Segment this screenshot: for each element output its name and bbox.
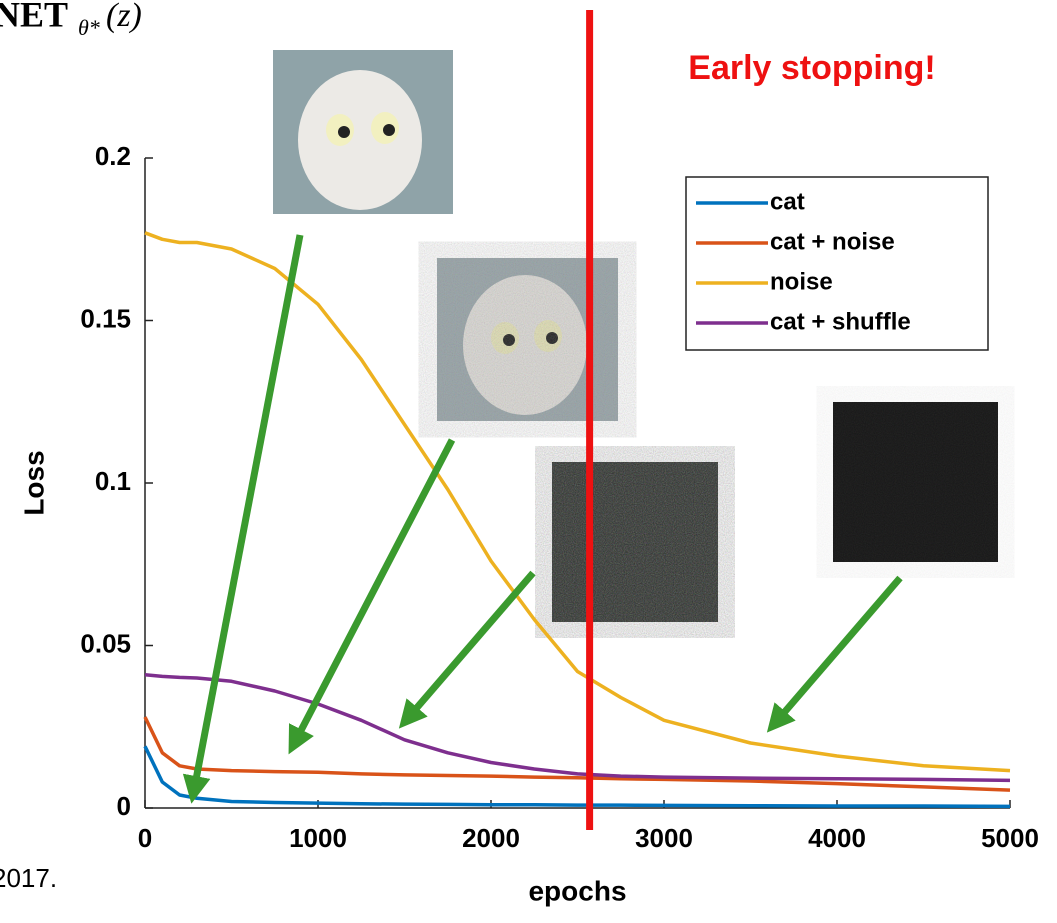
x-tick-label: 5000 — [981, 823, 1039, 853]
y-tick-label: 0.1 — [95, 466, 131, 496]
y-tick-label: 0.05 — [80, 628, 131, 658]
legend-label: cat — [770, 188, 805, 215]
y-tick-label: 0.15 — [80, 303, 131, 333]
y-axis-label: Loss — [18, 450, 49, 515]
chart: NET θ* (z) 2017. 0 0.05 0.1 0.15 0.2 0 1000 200… — [0, 0, 1057, 918]
y-tick-label: 0.2 — [95, 141, 131, 171]
image-cat — [273, 50, 453, 214]
x-axis-label: epochs — [528, 875, 626, 906]
formula-arg: (z) — [106, 0, 142, 34]
formula-sub: θ* — [78, 15, 100, 40]
x-tick-label: 4000 — [808, 823, 866, 853]
x-tick-label: 1000 — [289, 823, 347, 853]
legend-label: noise — [770, 268, 833, 295]
formula-main: NET — [0, 0, 68, 34]
x-tick-label: 3000 — [635, 823, 693, 853]
legend-label: cat + noise — [770, 228, 895, 255]
series-line — [145, 675, 1010, 781]
legend-label: cat + shuffle — [770, 308, 911, 335]
image-noise — [552, 462, 718, 622]
x-tick-label: 2000 — [462, 823, 520, 853]
image-noise-dark — [833, 402, 998, 562]
y-tick-label: 0 — [117, 791, 131, 821]
early-stopping-label: Early stopping! — [688, 49, 935, 87]
footnote: 2017. — [0, 863, 57, 893]
x-tick-label: 0 — [138, 823, 152, 853]
